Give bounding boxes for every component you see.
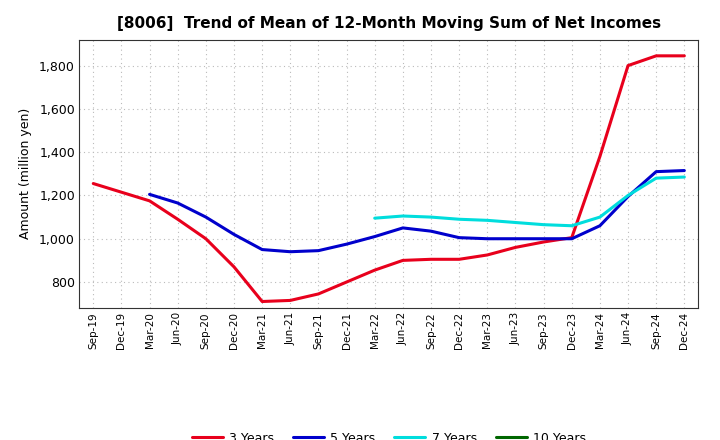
3 Years xyxy=(145,198,154,203)
3 Years xyxy=(174,216,182,222)
5 Years xyxy=(567,236,576,242)
3 Years xyxy=(399,258,408,263)
5 Years xyxy=(174,200,182,205)
3 Years xyxy=(314,291,323,297)
7 Years xyxy=(427,214,436,220)
5 Years xyxy=(511,236,520,242)
3 Years xyxy=(680,53,688,59)
3 Years xyxy=(286,298,294,303)
7 Years xyxy=(624,193,632,198)
5 Years xyxy=(539,236,548,242)
3 Years xyxy=(624,63,632,68)
Legend: 3 Years, 5 Years, 7 Years, 10 Years: 3 Years, 5 Years, 7 Years, 10 Years xyxy=(186,427,591,440)
7 Years xyxy=(539,222,548,227)
3 Years xyxy=(567,235,576,240)
7 Years xyxy=(652,176,660,181)
3 Years xyxy=(539,239,548,245)
5 Years xyxy=(680,168,688,173)
7 Years xyxy=(483,218,492,223)
3 Years xyxy=(595,154,604,159)
Line: 3 Years: 3 Years xyxy=(94,56,684,301)
5 Years xyxy=(230,232,238,237)
3 Years xyxy=(652,53,660,59)
7 Years xyxy=(567,223,576,228)
3 Years xyxy=(483,252,492,257)
5 Years xyxy=(595,223,604,228)
5 Years xyxy=(399,225,408,231)
5 Years xyxy=(624,194,632,199)
5 Years xyxy=(258,247,266,252)
5 Years xyxy=(483,236,492,242)
3 Years xyxy=(202,236,210,242)
Line: 7 Years: 7 Years xyxy=(374,177,684,226)
Title: [8006]  Trend of Mean of 12-Month Moving Sum of Net Incomes: [8006] Trend of Mean of 12-Month Moving … xyxy=(117,16,661,32)
7 Years xyxy=(595,214,604,220)
5 Years xyxy=(342,242,351,247)
Line: 5 Years: 5 Years xyxy=(150,171,684,252)
3 Years xyxy=(342,279,351,285)
3 Years xyxy=(230,264,238,270)
3 Years xyxy=(89,181,98,186)
5 Years xyxy=(370,234,379,239)
5 Years xyxy=(286,249,294,254)
7 Years xyxy=(511,220,520,225)
7 Years xyxy=(680,174,688,180)
Y-axis label: Amount (million yen): Amount (million yen) xyxy=(19,108,32,239)
3 Years xyxy=(370,268,379,273)
7 Years xyxy=(455,216,464,222)
3 Years xyxy=(511,245,520,250)
7 Years xyxy=(399,213,408,219)
5 Years xyxy=(314,248,323,253)
5 Years xyxy=(652,169,660,174)
3 Years xyxy=(258,299,266,304)
5 Years xyxy=(202,214,210,220)
5 Years xyxy=(455,235,464,240)
3 Years xyxy=(455,257,464,262)
3 Years xyxy=(117,190,126,195)
7 Years xyxy=(370,216,379,221)
5 Years xyxy=(427,228,436,234)
5 Years xyxy=(145,192,154,197)
3 Years xyxy=(427,257,436,262)
